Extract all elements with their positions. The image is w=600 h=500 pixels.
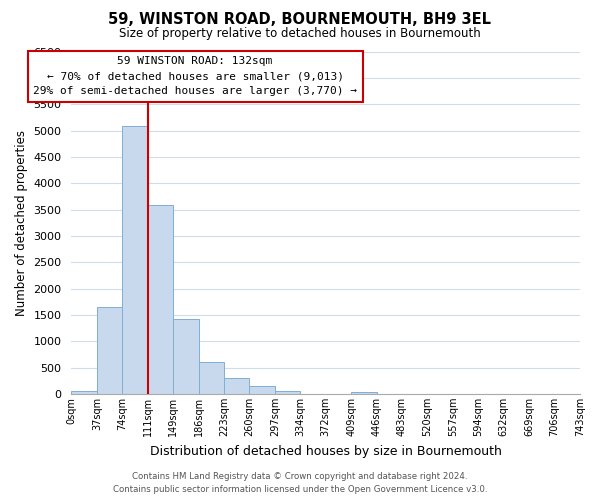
Y-axis label: Number of detached properties: Number of detached properties bbox=[15, 130, 28, 316]
Bar bbox=[250, 386, 275, 394]
Bar bbox=[71, 390, 97, 394]
X-axis label: Distribution of detached houses by size in Bournemouth: Distribution of detached houses by size … bbox=[150, 444, 502, 458]
Text: Size of property relative to detached houses in Bournemouth: Size of property relative to detached ho… bbox=[119, 28, 481, 40]
Bar bbox=[199, 362, 224, 394]
Bar bbox=[148, 206, 173, 394]
Bar bbox=[122, 126, 148, 394]
Bar bbox=[351, 392, 377, 394]
Text: 59 WINSTON ROAD: 132sqm
← 70% of detached houses are smaller (9,013)
29% of semi: 59 WINSTON ROAD: 132sqm ← 70% of detache… bbox=[33, 56, 357, 96]
Bar bbox=[97, 307, 122, 394]
Text: 59, WINSTON ROAD, BOURNEMOUTH, BH9 3EL: 59, WINSTON ROAD, BOURNEMOUTH, BH9 3EL bbox=[109, 12, 491, 28]
Bar bbox=[275, 391, 300, 394]
Text: Contains HM Land Registry data © Crown copyright and database right 2024.
Contai: Contains HM Land Registry data © Crown c… bbox=[113, 472, 487, 494]
Bar bbox=[224, 378, 250, 394]
Bar bbox=[173, 318, 199, 394]
